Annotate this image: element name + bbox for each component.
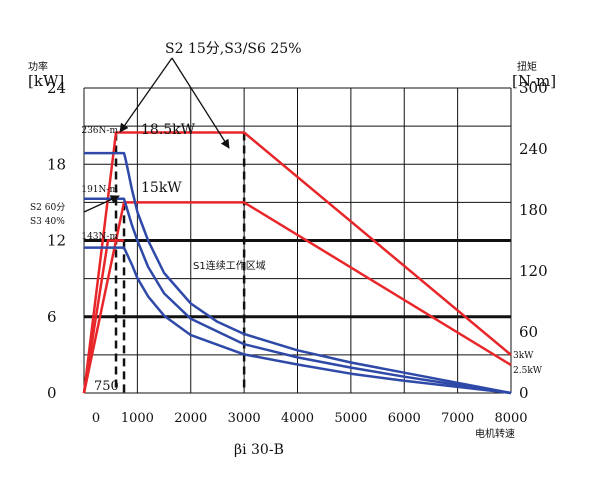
x-tick-label: 5000: [334, 411, 367, 426]
left-tick-label: 24: [47, 79, 66, 97]
label-18-5kw: 18.5kW: [141, 122, 196, 138]
right-tick-label: 60: [519, 323, 538, 341]
label-end-3kw: 3kW: [513, 351, 534, 361]
label-143nm: 143N-m: [81, 232, 118, 242]
x-tick-label: 0: [92, 411, 100, 426]
power-curve-2: [82, 239, 124, 394]
power-curve-0: [82, 131, 512, 394]
torque-curve-4: [84, 197, 512, 395]
right-unit-label: 扭矩: [517, 60, 537, 73]
callout-arrows: [83, 57, 230, 213]
right-tick-label: 0: [519, 384, 529, 402]
label-191nm: 191N-m: [81, 185, 118, 195]
left-tick-label: 6: [47, 308, 57, 326]
left-tick-label: 18: [47, 155, 66, 173]
label-236nm: 236N-m: [81, 126, 118, 136]
arrow-to-power-peak: [119, 57, 173, 133]
left-tick-label: 0: [47, 384, 57, 402]
left-tick-label: 12: [47, 232, 66, 250]
x-tick-label: 4000: [281, 411, 314, 426]
left-unit-bracket: [kW]: [28, 72, 64, 90]
right-tick-label: 240: [519, 140, 548, 158]
arrow-to-power-knee: [171, 57, 230, 149]
x-axis-label: 电机转速: [475, 427, 515, 440]
right-tick-label: 120: [519, 262, 548, 280]
label-continuous-region: S1连续工作区域: [193, 259, 266, 272]
right-tick-label: 180: [519, 201, 548, 219]
label-15kw: 15kW: [141, 180, 182, 196]
right-unit-bracket: [N-m]: [512, 72, 556, 90]
right-tick-label: 300: [519, 79, 548, 97]
x-tick-label: 1000: [121, 411, 154, 426]
subtitle: βi 30-B: [234, 442, 284, 458]
left-unit-label: 功率: [28, 60, 48, 73]
label-end-2-5kw: 2.5kW: [513, 366, 543, 376]
label-s3-40: S3 40%: [30, 217, 65, 227]
x-tick-label: 2000: [174, 411, 207, 426]
arrow-s2-60: [83, 195, 120, 213]
x-tick-label: 6000: [388, 411, 421, 426]
torque-curve-5: [84, 246, 512, 395]
top-annotation: S2 15分,S3/S6 25%: [165, 41, 302, 57]
label-750: 750: [94, 379, 119, 394]
x-tick-label: 3000: [228, 411, 261, 426]
torque-curve-3: [84, 151, 512, 395]
power-curve-1: [82, 201, 512, 394]
x-tick-label: 8000: [494, 411, 527, 426]
plot-marks: 18.5kW 15kW 236N-m 191N-m 143N-m S2 60分 S3 40%…: [30, 122, 543, 395]
label-s2-60: S2 60分: [30, 202, 65, 213]
x-tick-label: 7000: [441, 411, 474, 426]
